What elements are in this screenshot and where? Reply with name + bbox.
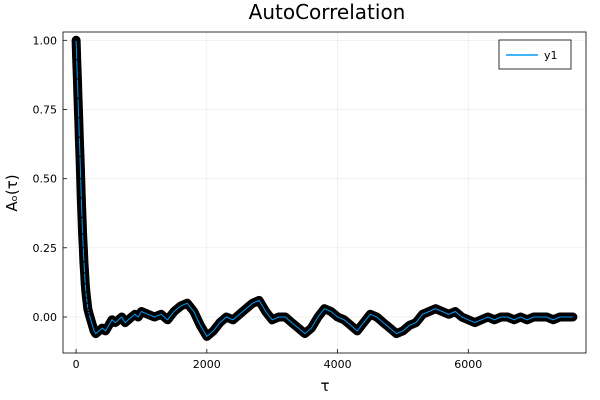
y-tick-label: 1.00 xyxy=(33,34,58,47)
x-axis-ticks: 0 2000 4000 6000 xyxy=(73,349,482,371)
series-layer xyxy=(71,35,578,341)
x-tick-label: 2000 xyxy=(193,358,221,371)
y-tick-label: 0.50 xyxy=(33,173,58,186)
x-axis-label: τ xyxy=(320,377,329,395)
series-marker-band xyxy=(71,35,578,341)
legend: y1 xyxy=(498,39,572,70)
x-tick-label: 0 xyxy=(73,358,80,371)
y-tick-label: 0.25 xyxy=(33,242,58,255)
x-tick-label: 4000 xyxy=(324,358,352,371)
y-axis-label: Aₒ(τ) xyxy=(3,174,21,211)
legend-label-y1: y1 xyxy=(544,49,558,62)
chart-title: AutoCorrelation xyxy=(249,0,406,24)
plot-frame xyxy=(62,31,587,354)
y-axis-ticks: 0.00 0.25 0.50 0.75 1.00 xyxy=(33,34,67,324)
series-line-y1 xyxy=(75,40,573,338)
x-tick-label: 6000 xyxy=(454,358,482,371)
y-tick-label: 0.75 xyxy=(33,104,58,117)
y-tick-label: 0.00 xyxy=(33,311,58,324)
